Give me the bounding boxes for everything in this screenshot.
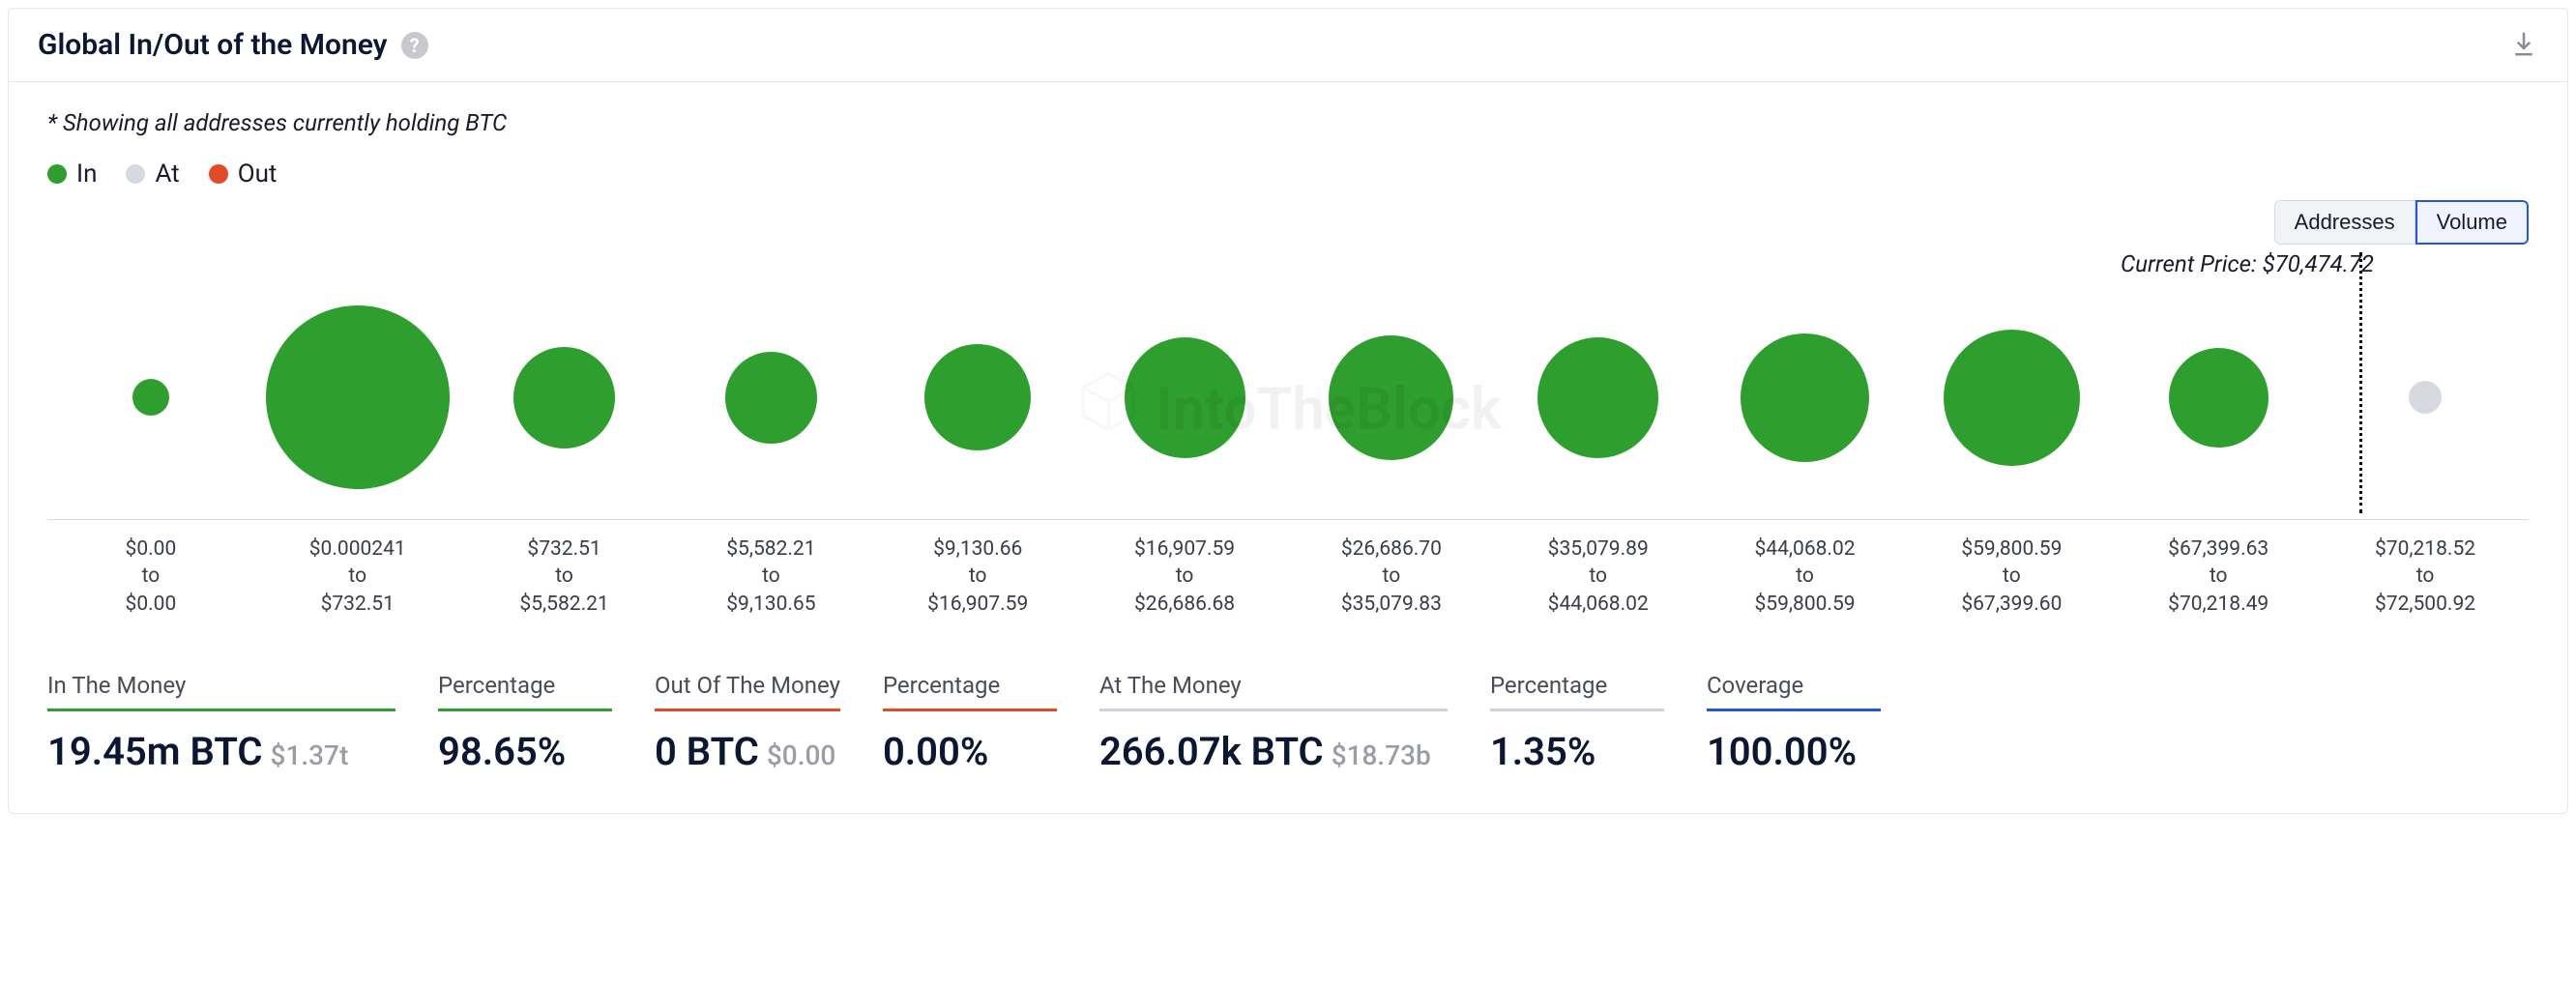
chart-cell (1702, 281, 1909, 513)
stat-value: 100.00% (1707, 729, 1881, 774)
current-price-line (2359, 252, 2362, 513)
view-toggle: AddressesVolume (2274, 200, 2529, 245)
toggle-volume[interactable]: Volume (2415, 200, 2529, 245)
download-icon[interactable] (2509, 29, 2538, 62)
legend-item: At (126, 159, 179, 188)
stat-value: 0 BTC$0.00 (655, 729, 840, 774)
note-text: * Showing all addresses currently holdin… (47, 109, 2529, 136)
chart-cell (1288, 281, 1495, 513)
header-left: Global In/Out of the Money ? (38, 28, 428, 62)
bubble[interactable] (132, 379, 169, 416)
bubble[interactable] (1537, 337, 1658, 458)
stat-block: Out Of The Money 0 BTC$0.00 (655, 672, 840, 774)
chart-cell (874, 281, 1081, 513)
toggle-addresses[interactable]: Addresses (2274, 200, 2415, 245)
chart-cell (2322, 281, 2529, 513)
bubble[interactable] (924, 344, 1031, 450)
legend-item: In (47, 159, 97, 188)
bubble[interactable] (266, 305, 450, 489)
x-label: $0.00to$0.00 (47, 520, 254, 618)
x-label: $70,218.52to$72,500.92 (2322, 520, 2529, 618)
legend: In At Out (47, 159, 2529, 188)
x-axis-labels: $0.00to$0.00$0.000241to$732.51$732.51to$… (47, 520, 2529, 618)
legend-dot (47, 164, 67, 184)
bubble-chart: IntoTheBlock (47, 281, 2529, 513)
stat-subvalue: $1.37t (271, 739, 349, 771)
stat-value: 0.00% (883, 729, 1057, 774)
stat-label: Coverage (1707, 672, 1881, 711)
legend-label: Out (238, 159, 278, 188)
x-label: $5,582.21to$9,130.65 (667, 520, 874, 618)
toggle-row: AddressesVolume (47, 200, 2529, 245)
chart-cell (2115, 281, 2322, 513)
bubble[interactable] (725, 352, 817, 444)
stats-row: In The Money 19.45m BTC$1.37t Percentage 98… (47, 672, 2529, 774)
bubble[interactable] (2169, 348, 2269, 448)
stat-label: In The Money (47, 672, 395, 711)
chart-cell (1908, 281, 2115, 513)
legend-label: In (76, 159, 97, 188)
stat-value: 266.07k BTC$18.73b (1099, 729, 1448, 774)
stat-label: At The Money (1099, 672, 1448, 711)
stat-block: Percentage 98.65% (438, 672, 612, 774)
x-label: $44,068.02to$59,800.59 (1702, 520, 1909, 618)
stat-value: 1.35% (1490, 729, 1664, 774)
stat-block: Percentage 0.00% (883, 672, 1057, 774)
x-label: $16,907.59to$26,686.68 (1081, 520, 1288, 618)
stat-label: Percentage (438, 672, 612, 711)
help-icon[interactable]: ? (401, 32, 428, 59)
stat-label: Out Of The Money (655, 672, 840, 711)
x-label: $59,800.59to$67,399.60 (1908, 520, 2115, 618)
chart-cell (47, 281, 254, 513)
stat-subvalue: $18.73b (1332, 739, 1431, 771)
x-label: $35,079.89to$44,068.02 (1495, 520, 1702, 618)
chart-cell (1495, 281, 1702, 513)
stat-label: Percentage (1490, 672, 1664, 711)
bubble[interactable] (513, 347, 615, 449)
chart-cell (1081, 281, 1288, 513)
x-label: $732.51to$5,582.21 (461, 520, 668, 618)
chart-cell (667, 281, 874, 513)
chart-cell (254, 281, 461, 513)
panel-header: Global In/Out of the Money ? (9, 9, 2567, 82)
panel-title: Global In/Out of the Money (38, 28, 388, 62)
bubble[interactable] (1329, 335, 1453, 460)
bubble[interactable] (2409, 381, 2442, 414)
stat-label: Percentage (883, 672, 1057, 711)
stat-value: 19.45m BTC$1.37t (47, 729, 395, 774)
x-label: $0.000241to$732.51 (254, 520, 461, 618)
current-price-label: Current Price: $70,474.72 (47, 250, 2529, 277)
stat-block: Percentage 1.35% (1490, 672, 1664, 774)
stat-subvalue: $0.00 (767, 739, 835, 771)
legend-dot (126, 164, 145, 184)
chart-cell (461, 281, 668, 513)
bubble[interactable] (1944, 330, 2080, 466)
legend-item: Out (209, 159, 278, 188)
x-label: $26,686.70to$35,079.83 (1288, 520, 1495, 618)
stat-block: In The Money 19.45m BTC$1.37t (47, 672, 395, 774)
giom-panel: Global In/Out of the Money ? * Showing a… (8, 8, 2568, 814)
legend-dot (209, 164, 228, 184)
stat-value: 98.65% (438, 729, 612, 774)
panel-body: * Showing all addresses currently holdin… (9, 82, 2567, 813)
stat-block: At The Money 266.07k BTC$18.73b (1099, 672, 1448, 774)
x-label: $67,399.63to$70,218.49 (2115, 520, 2322, 618)
bubble[interactable] (1125, 337, 1245, 458)
chart-cells (47, 281, 2529, 513)
bubble[interactable] (1741, 333, 1869, 462)
legend-label: At (155, 159, 179, 188)
stat-block: Coverage 100.00% (1707, 672, 1881, 774)
x-label: $9,130.66to$16,907.59 (874, 520, 1081, 618)
